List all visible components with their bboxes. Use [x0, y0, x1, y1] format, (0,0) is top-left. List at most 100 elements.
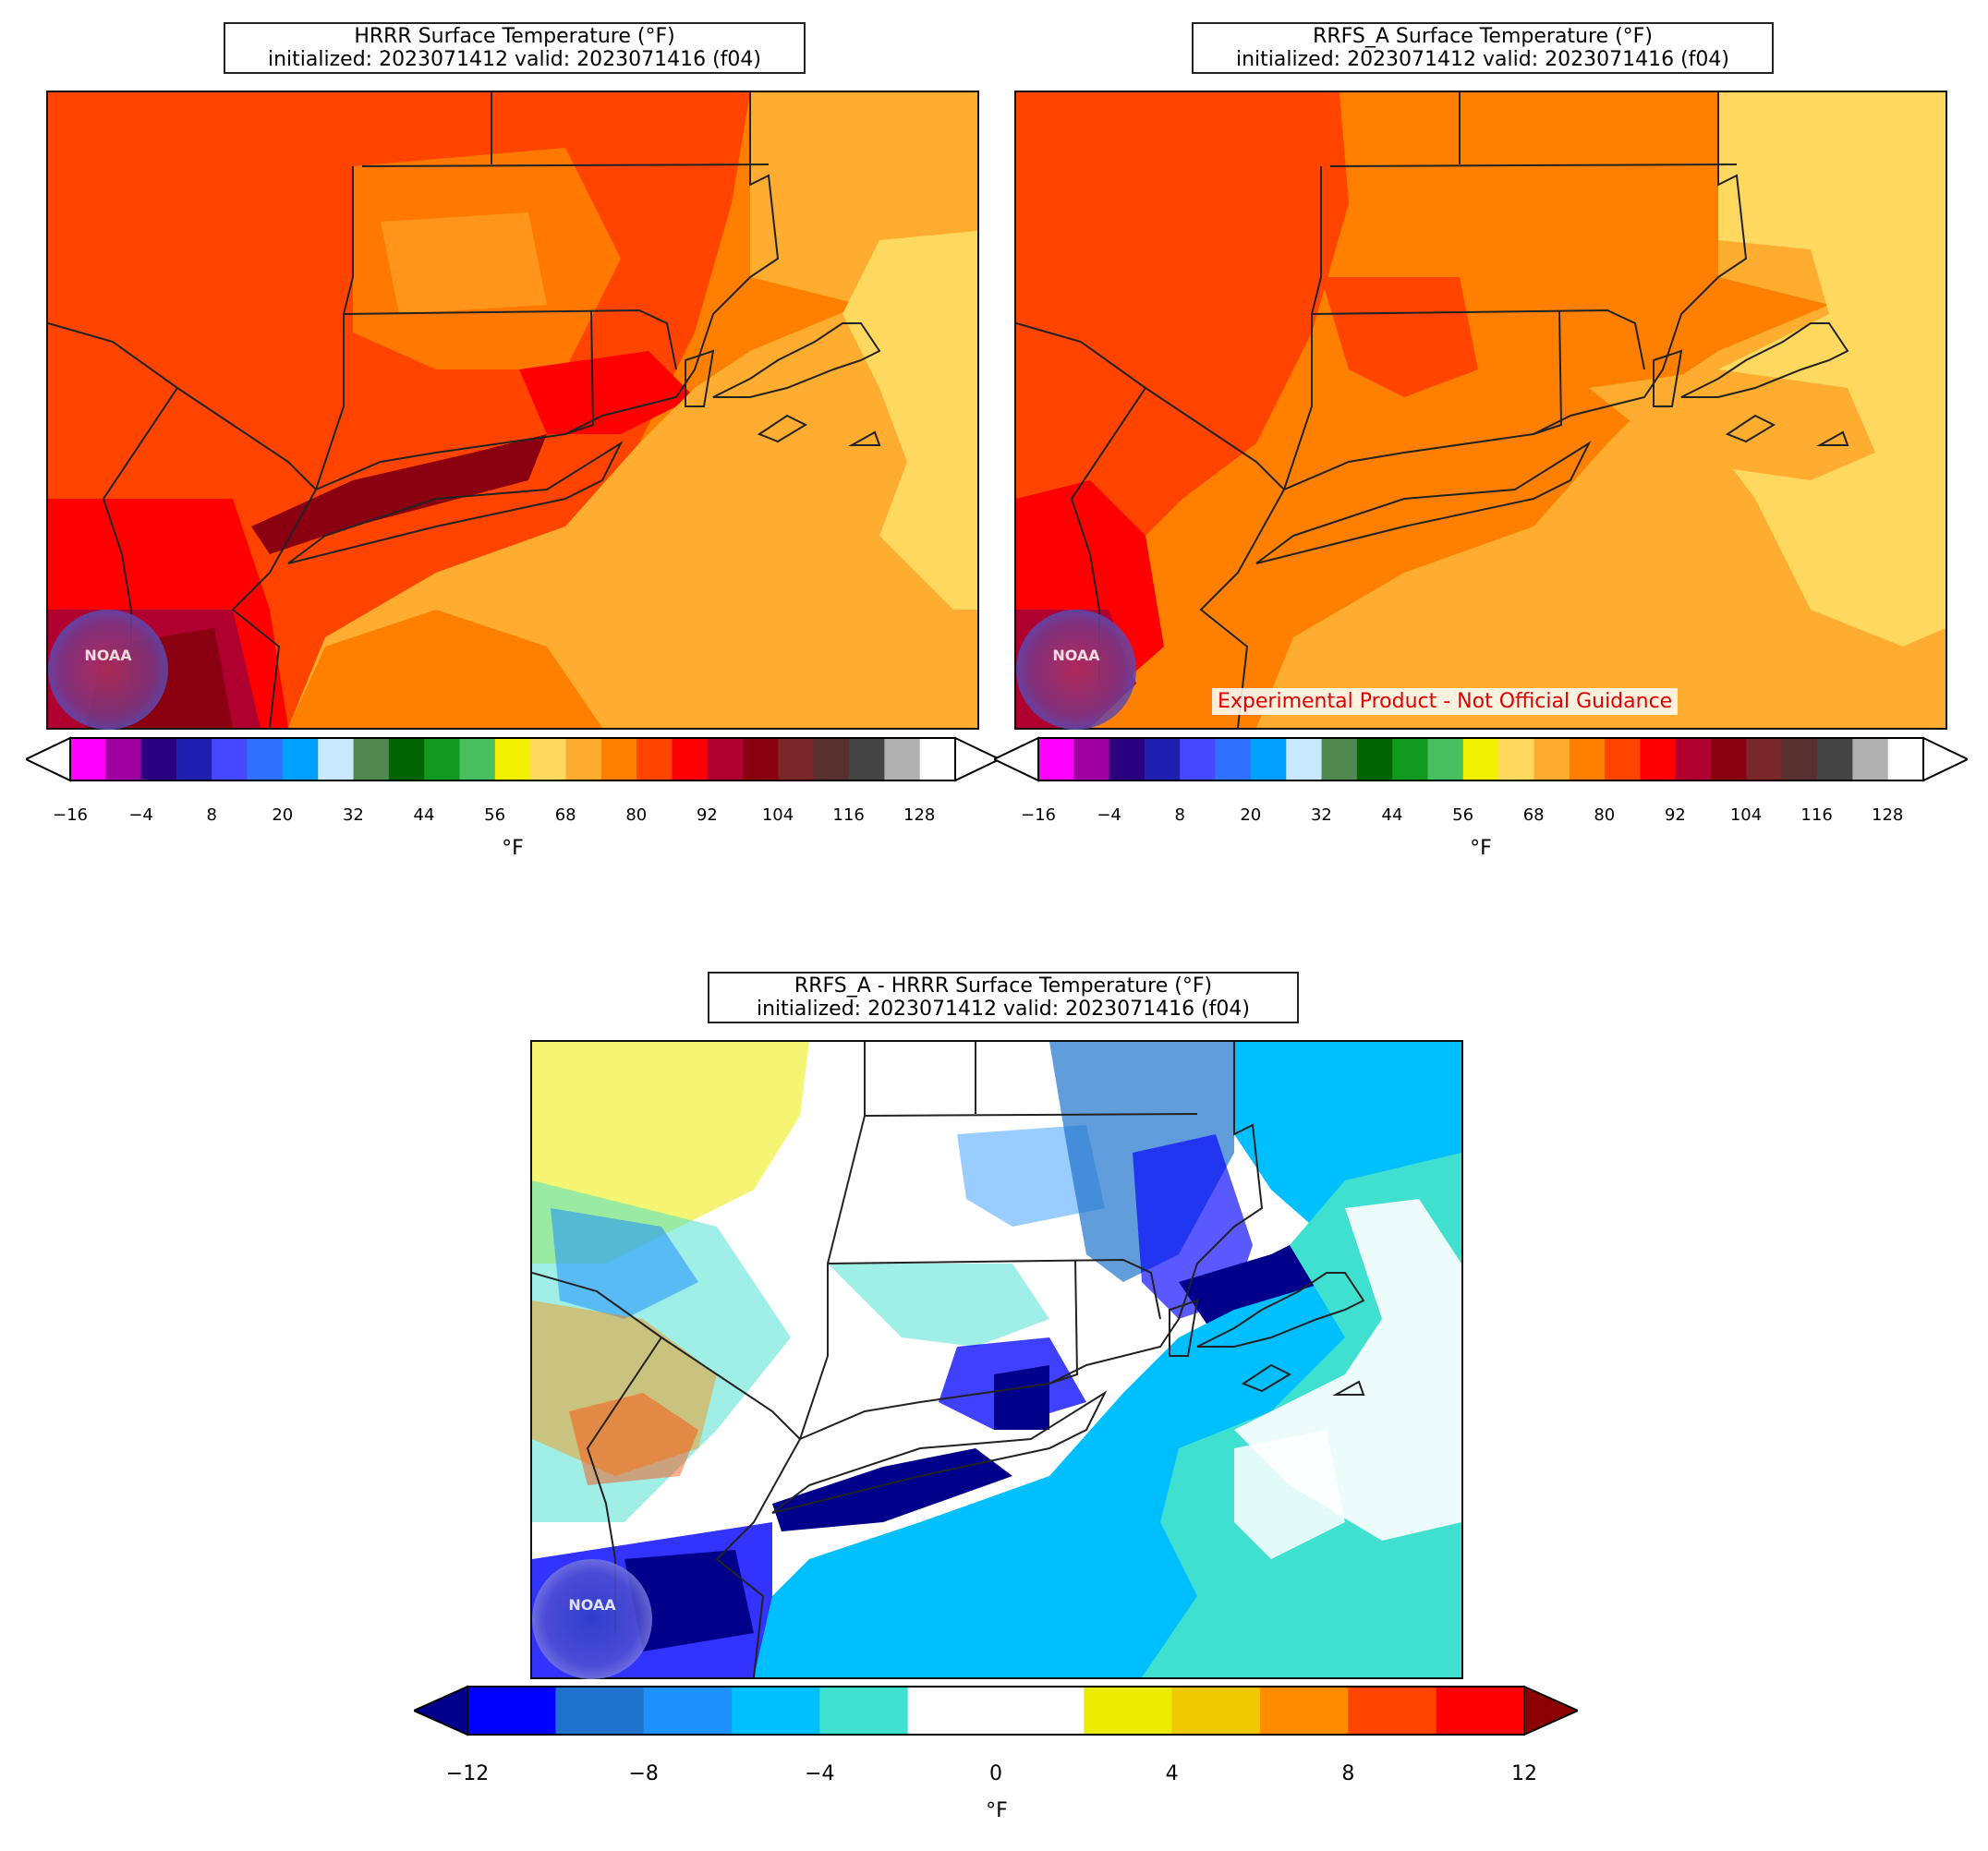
colorbar-tick-label: 92	[696, 805, 718, 825]
colorbar-swatch	[1180, 738, 1217, 780]
hrrr-colorbar	[23, 736, 1002, 782]
colorbar-tick-label: 68	[1522, 805, 1545, 825]
hrrr-colorbar-svg	[23, 736, 1002, 782]
colorbar-swatch	[555, 1687, 645, 1735]
colorbar-swatch	[1675, 738, 1712, 780]
colorbar-swatch	[1887, 738, 1924, 780]
colorbar-swatch	[70, 738, 106, 780]
colorbar-swatch	[1348, 1687, 1437, 1735]
experimental-disclaimer: Experimental Product - Not Official Guid…	[1212, 688, 1679, 715]
colorbar-swatch	[1286, 738, 1323, 780]
colorbar-tick-label: 92	[1664, 805, 1686, 825]
colorbar-swatch	[105, 738, 142, 780]
colorbar-tick-label: 80	[625, 805, 648, 825]
colorbar-swatch	[530, 738, 566, 780]
colorbar-tick-label: 20	[1240, 805, 1262, 825]
colorbar-tick-label: −16	[53, 805, 88, 825]
colorbar-tick-label: 32	[342, 805, 364, 825]
colorbar-swatch	[1746, 738, 1783, 780]
colorbar-swatch	[388, 738, 425, 780]
hrrr-title-line1: HRRR Surface Temperature (°F)	[354, 25, 675, 48]
colorbar-over-arrow	[954, 736, 1002, 782]
colorbar-tick-label: 104	[1729, 805, 1763, 825]
colorbar-swatch	[1171, 1687, 1261, 1735]
colorbar-swatch	[1711, 738, 1747, 780]
colorbar-swatch	[1321, 738, 1358, 780]
colorbar-tick-label: −4	[128, 805, 153, 825]
colorbar-tick-label: 128	[903, 805, 936, 825]
colorbar-swatch	[732, 1687, 820, 1735]
colorbar-swatch	[707, 738, 744, 780]
rrfs-map	[1014, 91, 1947, 730]
colorbar-swatch	[884, 738, 921, 780]
colorbar-tick-label: 116	[1800, 805, 1833, 825]
colorbar-tick-label: 8	[1341, 1762, 1355, 1785]
colorbar-tick-label: 104	[761, 805, 794, 825]
colorbar-swatch	[247, 738, 284, 780]
noaa-logo-text: NOAA	[568, 1596, 616, 1614]
colorbar-swatch	[459, 738, 496, 780]
diff-title-line2: initialized: 2023071412 valid: 202307141…	[757, 998, 1250, 1021]
colorbar-tick-label: 8	[206, 805, 217, 825]
colorbar-swatch	[212, 738, 248, 780]
diff-colorbar-svg	[411, 1685, 1581, 1736]
colorbar-swatch	[996, 1687, 1085, 1735]
colorbar-tick-label: 0	[989, 1762, 1002, 1785]
colorbar-tick-label: 44	[1381, 805, 1403, 825]
colorbar-swatch	[1498, 738, 1534, 780]
colorbar-swatch	[1144, 738, 1181, 780]
colorbar-tick-label: 20	[272, 805, 294, 825]
diff-map-field	[532, 1042, 1461, 1677]
colorbar-swatch	[778, 738, 815, 780]
colorbar-swatch	[140, 738, 177, 780]
hrrr-map	[46, 91, 979, 730]
colorbar-swatch	[743, 738, 779, 780]
diff-title: RRFS_A - HRRR Surface Temperature (°F) i…	[708, 972, 1299, 1023]
colorbar-swatch	[1427, 738, 1464, 780]
colorbar-tick-label: 116	[832, 805, 865, 825]
colorbar-tick-label: 4	[1165, 1762, 1179, 1785]
colorbar-tick-label: 44	[413, 805, 435, 825]
colorbar-swatch	[819, 1687, 909, 1735]
colorbar-tick-label: 68	[554, 805, 576, 825]
colorbar-swatch	[1852, 738, 1889, 780]
colorbar-swatch	[1250, 738, 1287, 780]
noaa-logo-text: NOAA	[84, 647, 132, 664]
colorbar-tick-label: 12	[1511, 1762, 1538, 1785]
diff-map	[530, 1040, 1463, 1679]
colorbar-swatch	[672, 738, 709, 780]
colorbar-swatch	[1084, 1687, 1173, 1735]
colorbar-swatch	[907, 1687, 997, 1735]
colorbar-swatch	[1781, 738, 1818, 780]
diff-colorbar	[411, 1685, 1581, 1736]
colorbar-swatch	[1462, 738, 1499, 780]
colorbar-tick-label: 56	[484, 805, 506, 825]
colorbar-swatch	[1533, 738, 1570, 780]
colorbar-swatch	[467, 1687, 556, 1735]
colorbar-tick-label: 80	[1594, 805, 1616, 825]
colorbar-under-arrow	[991, 736, 1039, 782]
colorbar-swatch	[1436, 1687, 1525, 1735]
colorbar-swatch	[1605, 738, 1641, 780]
colorbar-swatch	[643, 1687, 733, 1735]
rrfs-colorbar-svg	[991, 736, 1970, 782]
noaa-logo: NOAA	[1016, 610, 1136, 730]
rrfs-title: RRFS_A Surface Temperature (°F) initiali…	[1192, 22, 1774, 74]
hrrr-title: HRRR Surface Temperature (°F) initialize…	[224, 22, 806, 74]
colorbar-swatch	[282, 738, 319, 780]
colorbar-swatch	[1356, 738, 1393, 780]
colorbar-over-arrow	[1523, 1685, 1581, 1736]
colorbar-swatch	[1640, 738, 1677, 780]
colorbar-tick-label: 8	[1174, 805, 1185, 825]
rrfs-colorbar	[991, 736, 1970, 782]
colorbar-swatch	[1569, 738, 1606, 780]
colorbar-tick-label: −16	[1021, 805, 1056, 825]
colorbar-swatch	[600, 738, 637, 780]
colorbar-under-arrow	[23, 736, 71, 782]
rrfs-title-line2: initialized: 2023071412 valid: 202307141…	[1236, 48, 1729, 71]
hrrr-title-line2: initialized: 2023071412 valid: 202307141…	[268, 48, 761, 71]
noaa-logo-text: NOAA	[1052, 647, 1100, 664]
rrfs-map-field	[1016, 92, 1946, 728]
colorbar-tick-label: −4	[1097, 805, 1121, 825]
colorbar-swatch	[565, 738, 602, 780]
